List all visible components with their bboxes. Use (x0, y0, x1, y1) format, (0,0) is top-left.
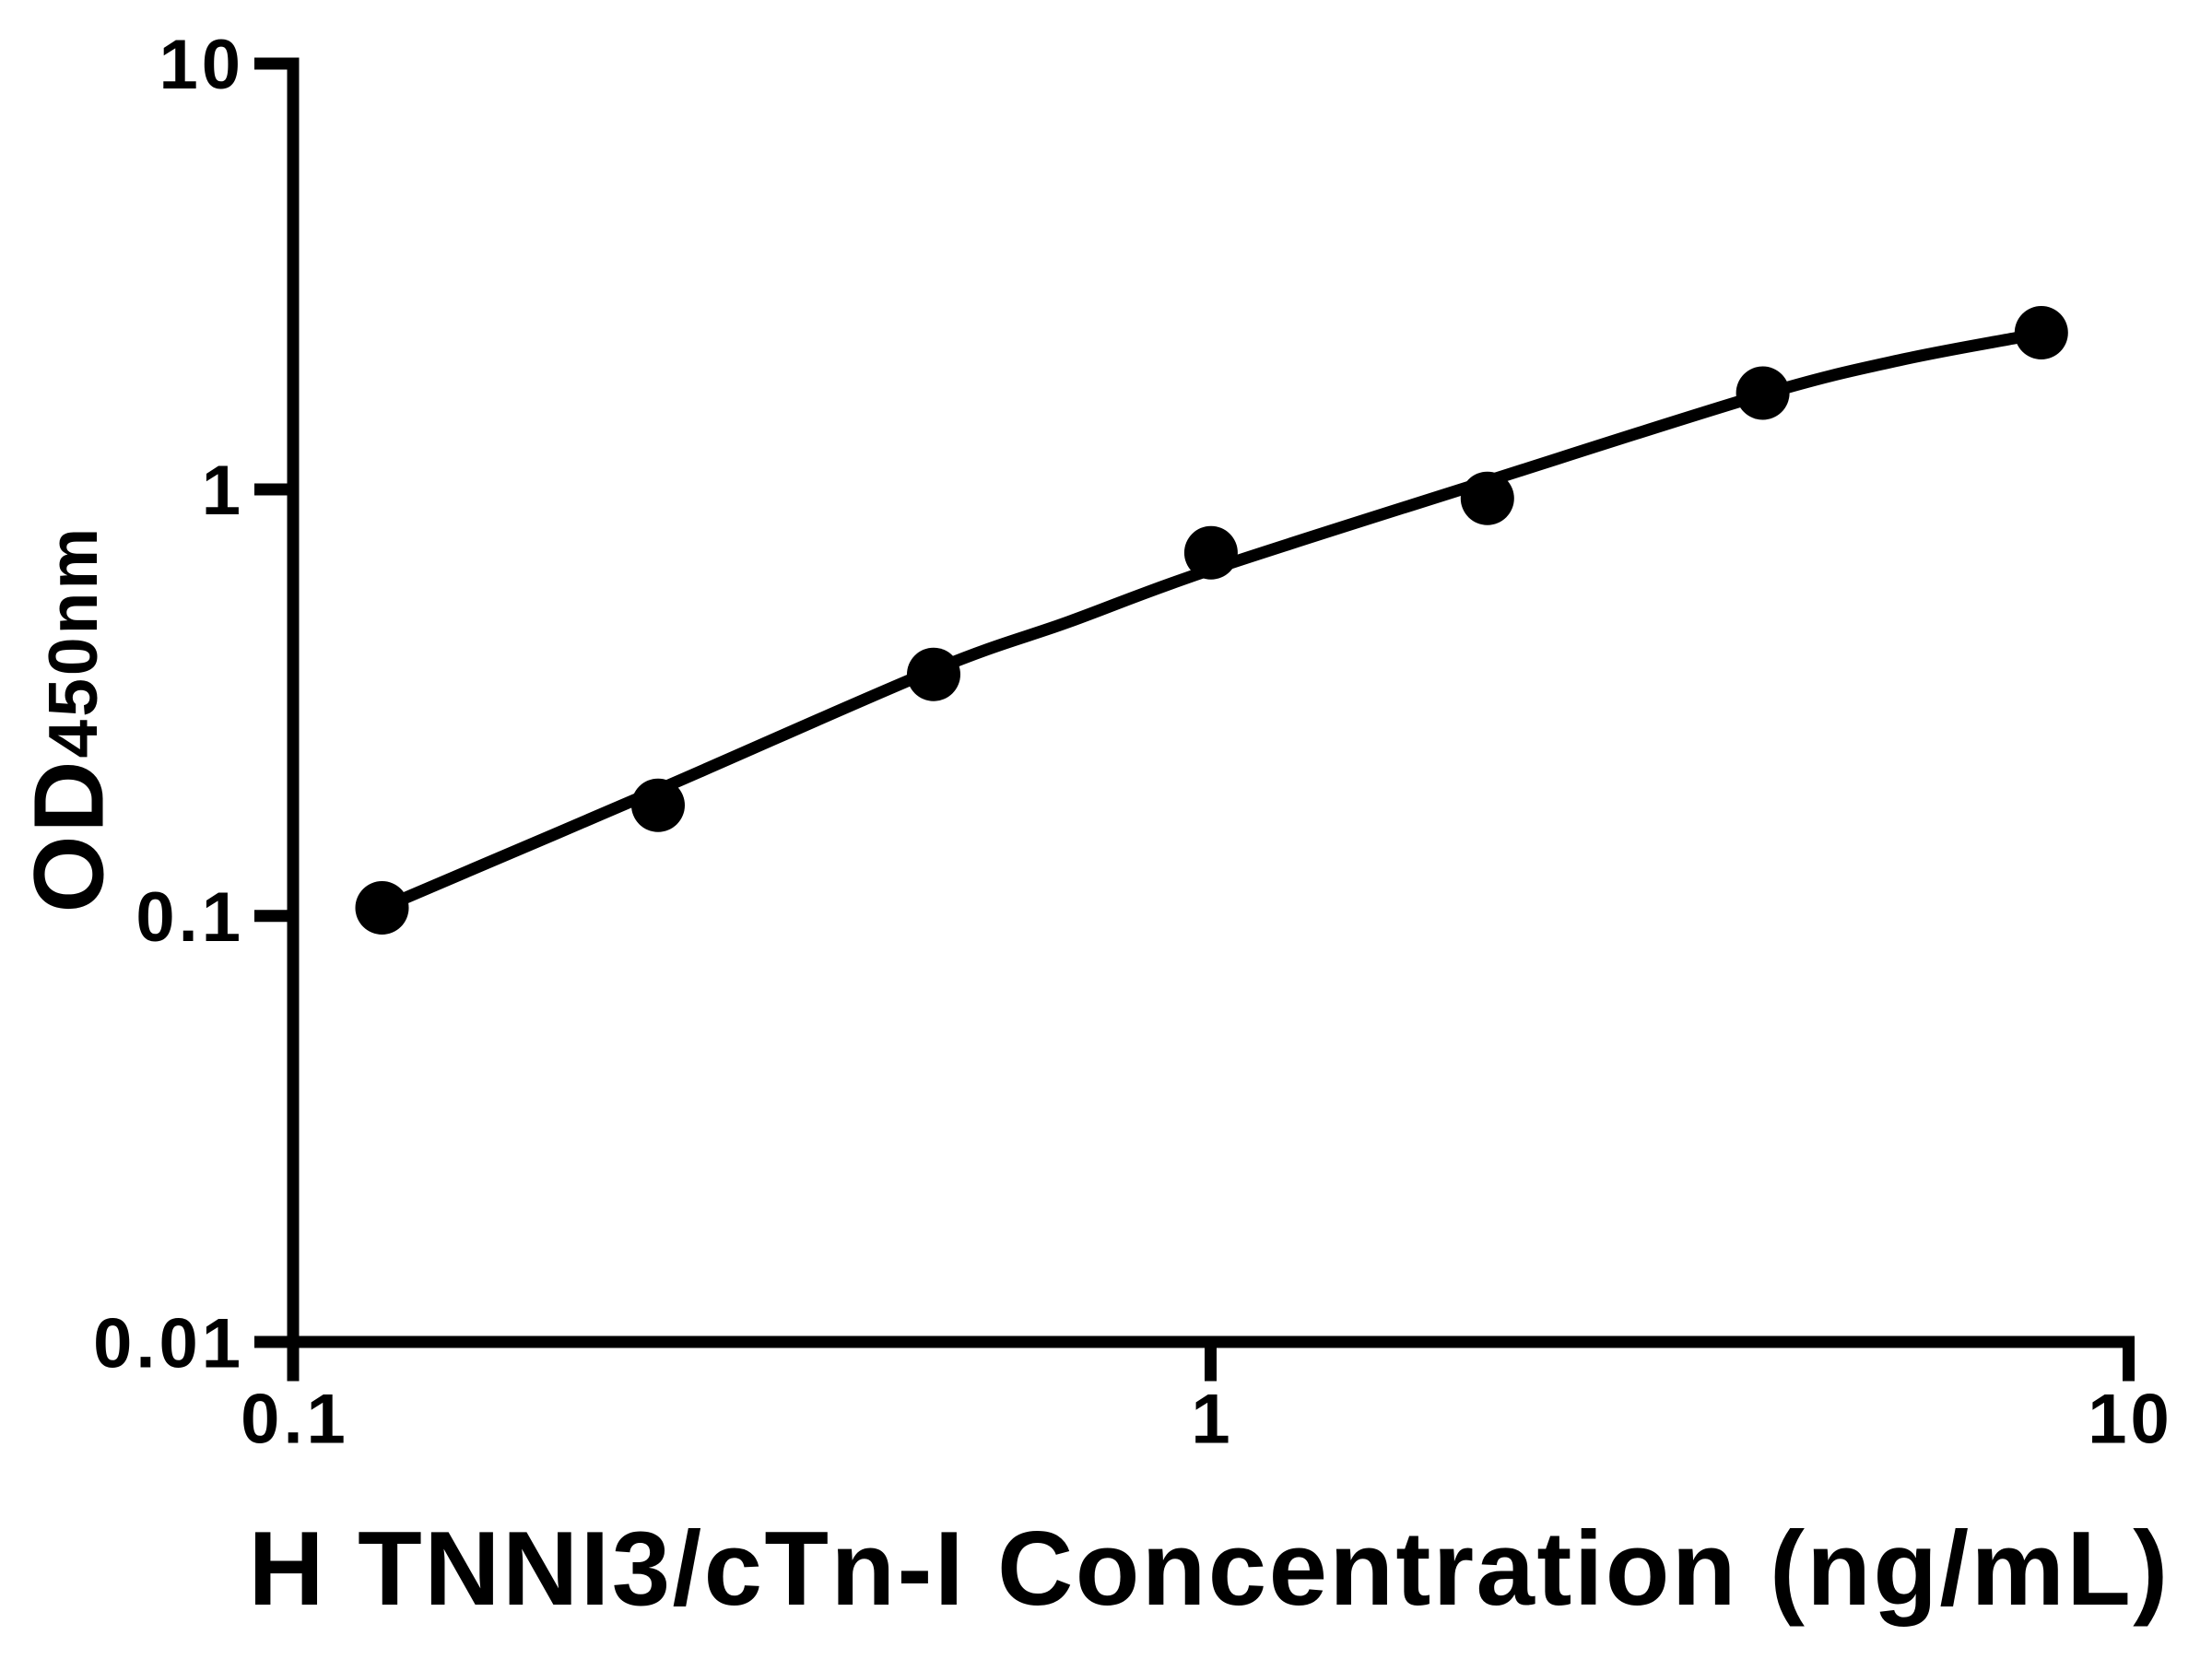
svg-text:0.01: 0.01 (93, 1305, 244, 1383)
svg-text:1: 1 (1191, 1381, 1233, 1459)
svg-text:H TNNI3/cTn-I Concentration (n: H TNNI3/cTn-I Concentration (ng/mL) (248, 1511, 2170, 1628)
svg-text:10: 10 (159, 26, 244, 104)
svg-text:1: 1 (202, 452, 244, 530)
svg-text:0.1: 0.1 (135, 878, 244, 957)
svg-text:0.1: 0.1 (241, 1381, 349, 1459)
svg-text:10: 10 (2088, 1381, 2173, 1459)
